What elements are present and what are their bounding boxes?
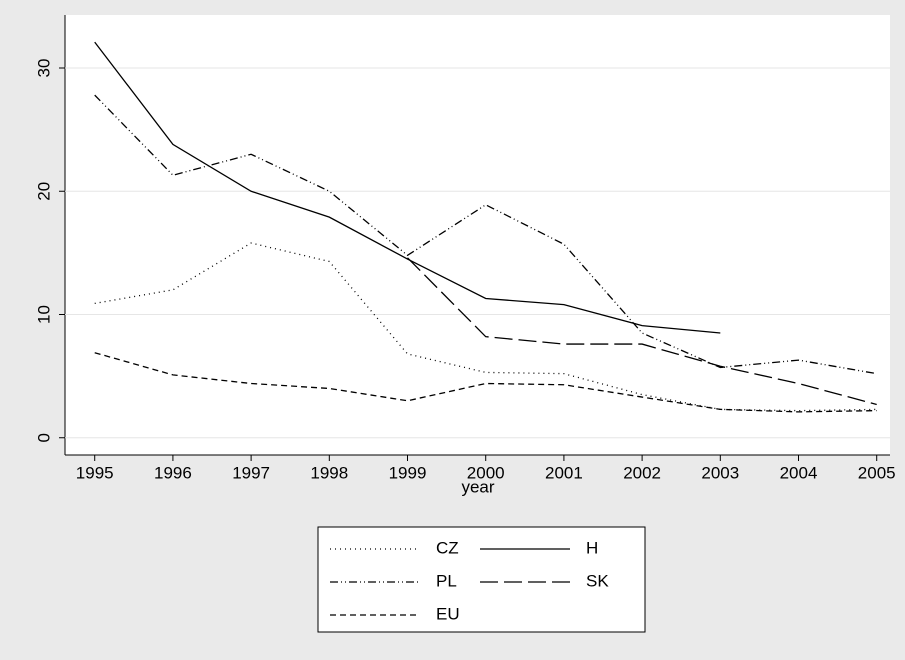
x-tick-label: 1995 bbox=[76, 463, 114, 482]
y-tick-label: 10 bbox=[34, 305, 53, 324]
legend-label: PL bbox=[436, 571, 457, 590]
x-tick-label: 1998 bbox=[310, 463, 348, 482]
x-tick-label: 1997 bbox=[232, 463, 270, 482]
legend-label: CZ bbox=[436, 538, 459, 557]
series-line bbox=[407, 257, 877, 406]
series-line bbox=[94, 352, 877, 413]
x-tick-label: 2001 bbox=[545, 463, 583, 482]
x-tick-label: 2004 bbox=[780, 463, 818, 482]
legend-label: SK bbox=[586, 571, 609, 590]
x-tick-label: 2005 bbox=[858, 463, 896, 482]
y-tick-label: 20 bbox=[34, 182, 53, 201]
x-tick-label: 2003 bbox=[701, 463, 739, 482]
x-tick-label: 2000 bbox=[467, 463, 505, 482]
x-tick-label: 1996 bbox=[154, 463, 192, 482]
x-tick-label: 1999 bbox=[389, 463, 427, 482]
series-line bbox=[94, 242, 877, 412]
plot-area bbox=[65, 15, 890, 455]
y-tick-label: 30 bbox=[34, 59, 53, 78]
x-axis-label: year bbox=[461, 477, 494, 496]
y-tick-label: 0 bbox=[34, 433, 53, 442]
x-tick-label: 2002 bbox=[623, 463, 661, 482]
legend-label: H bbox=[586, 538, 598, 557]
legend-label: EU bbox=[436, 604, 460, 623]
series-line bbox=[94, 41, 721, 334]
